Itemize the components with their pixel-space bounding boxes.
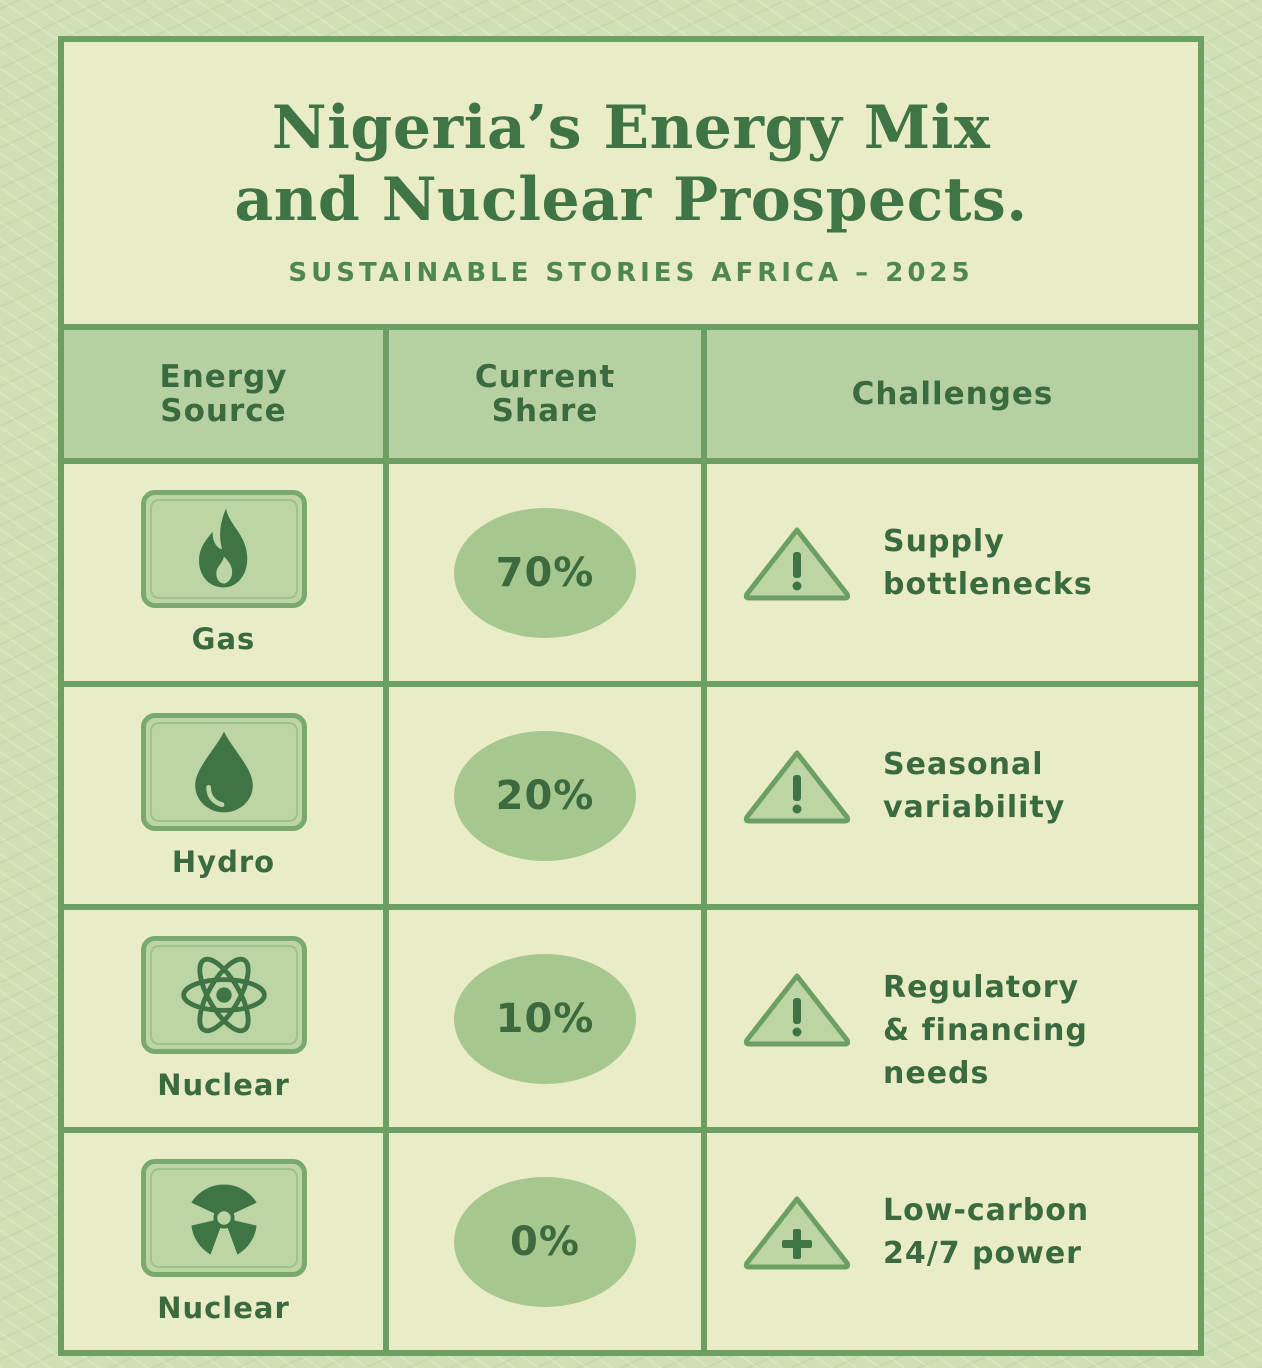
source-cell: Nuclear (64, 904, 389, 1133)
challenge-cell: Regulatory & financing needs (701, 904, 1198, 1133)
source-icon-box (140, 712, 307, 831)
share-value: 20% (454, 730, 636, 861)
challenge-cell: Supply bottlenecks (701, 458, 1198, 687)
source-label: Nuclear (157, 1067, 290, 1102)
table-row: Gas 70% Supply bottlenecks (64, 458, 1198, 687)
source-icon-box (140, 935, 307, 1054)
title-line-1: Nigeria’s Energy Mix (271, 93, 991, 163)
column-header-challenges: Challenges (701, 330, 1198, 464)
source-cell: Nuclear (64, 1127, 389, 1350)
column-header-line: Current (474, 359, 616, 395)
share-value: 70% (454, 507, 636, 638)
source-label: Hydro (171, 844, 276, 879)
column-header-line: Share (491, 393, 599, 429)
source-label: Gas (191, 621, 256, 656)
atom-icon (180, 956, 267, 1033)
infographic-frame: Nigeria’s Energy Mix and Nuclear Prospec… (58, 36, 1204, 1356)
water-drop-icon (194, 731, 253, 812)
challenge-text: Regulatory & financing needs (883, 970, 1088, 1091)
share-cell: 0% (383, 1127, 707, 1350)
share-value: 10% (454, 953, 636, 1084)
share-cell: 10% (383, 904, 707, 1133)
source-icon-box (140, 1158, 307, 1277)
table-row: Nuclear 10% Regulatory & financing needs (64, 904, 1198, 1133)
column-header-current-share: Current Share (383, 330, 707, 464)
challenge-text: Seasonal variability (883, 747, 1066, 825)
header: Nigeria’s Energy Mix and Nuclear Prospec… (64, 42, 1198, 330)
energy-table: Energy Source Current Share Challenges (64, 330, 1198, 1350)
page-title: Nigeria’s Energy Mix and Nuclear Prospec… (64, 42, 1198, 236)
column-header-line: Source (160, 393, 287, 429)
flame-icon (198, 508, 247, 587)
table-row: Nuclear 0% Low-carbon 24/7 power (64, 1127, 1198, 1350)
title-line-2: and Nuclear Prospects. (234, 165, 1028, 235)
source-cell: Hydro (64, 681, 389, 910)
column-header-energy-source: Energy Source (64, 330, 389, 464)
source-cell: Gas (64, 458, 389, 687)
column-header-line: Challenges (851, 376, 1054, 412)
warning-icon (743, 973, 851, 1047)
challenge-cell: Seasonal variability (701, 681, 1198, 910)
radiation-icon (190, 1183, 257, 1254)
challenge-cell: Low-carbon 24/7 power (701, 1127, 1198, 1350)
table-header-row: Energy Source Current Share Challenges (64, 330, 1198, 464)
challenge-text: Low-carbon 24/7 power (883, 1193, 1090, 1271)
warning-icon (743, 750, 851, 824)
share-value: 0% (454, 1176, 636, 1307)
share-cell: 20% (383, 681, 707, 910)
challenge-text: Supply bottlenecks (883, 524, 1093, 602)
share-cell: 70% (383, 458, 707, 687)
source-label: Nuclear (157, 1290, 290, 1325)
column-header-line: Energy (159, 359, 288, 395)
plus-triangle-icon (743, 1196, 851, 1270)
source-icon-box (140, 489, 307, 608)
table-row: Hydro 20% Seasonal variability (64, 681, 1198, 910)
warning-icon (743, 527, 851, 601)
subtitle: SUSTAINABLE STORIES AFRICA – 2025 (288, 258, 974, 288)
